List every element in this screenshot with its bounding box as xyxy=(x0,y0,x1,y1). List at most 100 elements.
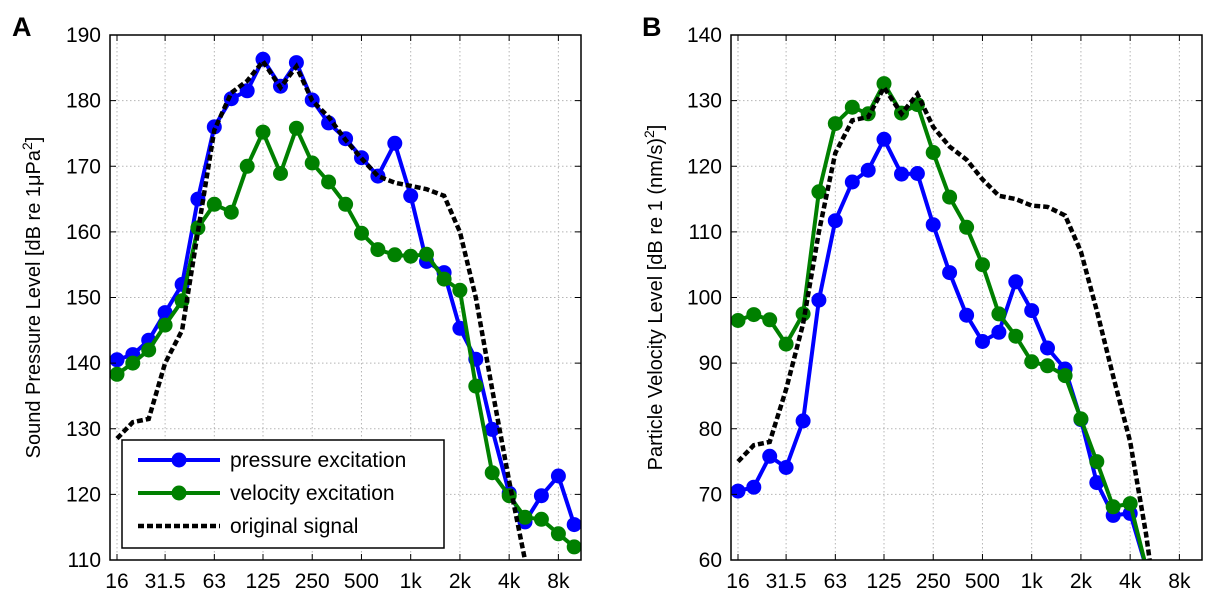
x-tick-label: 500 xyxy=(344,570,379,593)
data-point-pressure-excitation xyxy=(1024,303,1040,319)
data-point-velocity-excitation xyxy=(1057,368,1073,384)
data-point-velocity-excitation xyxy=(827,116,843,132)
x-tick-label: 1k xyxy=(1021,570,1044,593)
data-point-pressure-excitation xyxy=(566,517,581,533)
data-point-pressure-excitation xyxy=(975,334,990,349)
data-point-pressure-excitation xyxy=(239,83,255,99)
y-axis-label-superscript: 2 xyxy=(641,130,657,138)
data-point-pressure-excitation xyxy=(860,162,876,178)
panel-b: 16 31.5 63 125 250 500 1k 2k 4k 8k 60 70 80 90 100 110 1… xyxy=(641,12,1203,593)
data-point-velocity-excitation xyxy=(239,158,255,174)
data-point-velocity-excitation xyxy=(255,124,271,140)
legend-entry-label: pressure excitation xyxy=(230,449,406,472)
data-point-pressure-excitation xyxy=(403,188,419,204)
data-point-velocity-excitation xyxy=(141,342,157,358)
legend: pressure excitation velocity excitation or… xyxy=(121,439,445,549)
data-point-velocity-excitation xyxy=(1040,358,1055,374)
y-tick-label: 70 xyxy=(699,483,722,506)
data-point-pressure-excitation xyxy=(387,135,403,151)
data-point-velocity-excitation xyxy=(533,511,549,527)
y-axis-label-end: ] xyxy=(645,125,667,131)
series-line-original-signal xyxy=(115,57,528,560)
data-point-pressure-excitation xyxy=(909,166,925,181)
data-point-velocity-excitation xyxy=(387,247,403,263)
data-point-velocity-excitation xyxy=(1073,411,1089,427)
data-point-velocity-excitation xyxy=(484,465,500,481)
panel-label: B xyxy=(642,12,662,42)
y-axis-label-main: Particle Velocity Level [dB re 1 (nm/s) xyxy=(645,138,667,470)
data-point-pressure-excitation xyxy=(991,324,1007,340)
data-point-velocity-excitation xyxy=(1024,354,1040,370)
x-tick-label: 63 xyxy=(824,570,847,593)
x-tick-label: 125 xyxy=(866,570,901,593)
data-point-pressure-excitation xyxy=(894,166,909,182)
x-tick-label: 4k xyxy=(498,570,521,593)
data-point-pressure-excitation xyxy=(959,307,975,323)
data-point-pressure-excitation xyxy=(827,213,843,229)
x-tick-label: 16 xyxy=(105,570,128,593)
series-line-velocity-excitation xyxy=(737,81,1147,560)
series-line-original-signal xyxy=(736,83,1152,560)
y-tick-label: 100 xyxy=(687,287,722,310)
data-point-velocity-excitation xyxy=(517,509,533,525)
data-point-pressure-excitation xyxy=(762,448,778,464)
y-tick-label: 120 xyxy=(687,155,722,178)
data-point-velocity-excitation xyxy=(925,145,941,160)
y-axis-label: Sound Pressure Level [dB re 1μPa2] xyxy=(19,137,45,459)
data-point-velocity-excitation xyxy=(566,539,581,555)
series-group xyxy=(110,51,581,560)
data-point-velocity-excitation xyxy=(304,155,320,171)
x-tick-label: 63 xyxy=(203,570,226,593)
y-tick-label: 120 xyxy=(66,483,101,506)
y-axis-label: Particle Velocity Level [dB re 1 (nm/s)2… xyxy=(641,125,667,471)
data-point-pressure-excitation xyxy=(484,421,500,437)
legend-swatch-marker xyxy=(171,485,187,501)
x-tick-label: 8k xyxy=(547,570,570,593)
data-point-velocity-excitation xyxy=(125,355,141,371)
data-point-velocity-excitation xyxy=(288,120,304,136)
y-tick-label: 80 xyxy=(699,418,722,441)
data-point-velocity-excitation xyxy=(876,76,892,92)
data-point-velocity-excitation xyxy=(1105,499,1121,515)
data-point-pressure-excitation xyxy=(550,468,566,484)
data-point-pressure-excitation xyxy=(1089,475,1105,491)
y-tick-label: 160 xyxy=(66,221,101,244)
data-point-velocity-excitation xyxy=(157,317,173,333)
data-point-pressure-excitation xyxy=(746,479,762,495)
x-tick-label: 4k xyxy=(1119,570,1142,593)
data-point-velocity-excitation xyxy=(452,282,468,298)
y-tick-label: 180 xyxy=(66,90,101,113)
data-point-velocity-excitation xyxy=(1122,496,1138,512)
y-tick-label: 170 xyxy=(66,155,101,178)
data-point-pressure-excitation xyxy=(925,217,941,233)
y-axis-label-superscript: 2 xyxy=(19,142,35,150)
y-tick-label: 110 xyxy=(689,221,722,244)
x-tick-label: 1k xyxy=(400,570,423,593)
data-point-pressure-excitation xyxy=(811,292,827,308)
x-tick-label: 2k xyxy=(1070,570,1093,593)
data-point-pressure-excitation xyxy=(795,413,811,429)
data-point-velocity-excitation xyxy=(975,257,990,273)
data-point-velocity-excitation xyxy=(370,242,386,258)
x-tick-label: 125 xyxy=(245,570,280,593)
y-tick-label: 110 xyxy=(68,549,101,572)
legend-entry-label: original signal xyxy=(230,515,358,538)
data-point-velocity-excitation xyxy=(110,366,125,382)
x-tick-label: 250 xyxy=(916,570,951,593)
data-point-velocity-excitation xyxy=(731,313,746,328)
data-point-pressure-excitation xyxy=(731,483,746,499)
data-point-velocity-excitation xyxy=(762,312,778,328)
panel-a: 16 31.5 63 125 250 500 1k 2k 4k 8k 110 120 130 140 150… xyxy=(12,12,582,593)
data-point-velocity-excitation xyxy=(1089,454,1105,470)
data-point-velocity-excitation xyxy=(223,204,239,220)
y-tick-label: 140 xyxy=(687,24,722,47)
y-axis-label-end: ] xyxy=(23,137,45,143)
legend-entry-label: velocity excitation xyxy=(230,482,395,505)
x-tick-label: 500 xyxy=(965,570,1000,593)
y-tick-label: 130 xyxy=(66,418,101,441)
y-tick-label: 190 xyxy=(66,24,101,47)
x-tick-label: 250 xyxy=(295,570,330,593)
data-point-velocity-excitation xyxy=(811,184,827,200)
y-tick-label: 150 xyxy=(66,287,101,310)
data-point-pressure-excitation xyxy=(1040,340,1055,356)
